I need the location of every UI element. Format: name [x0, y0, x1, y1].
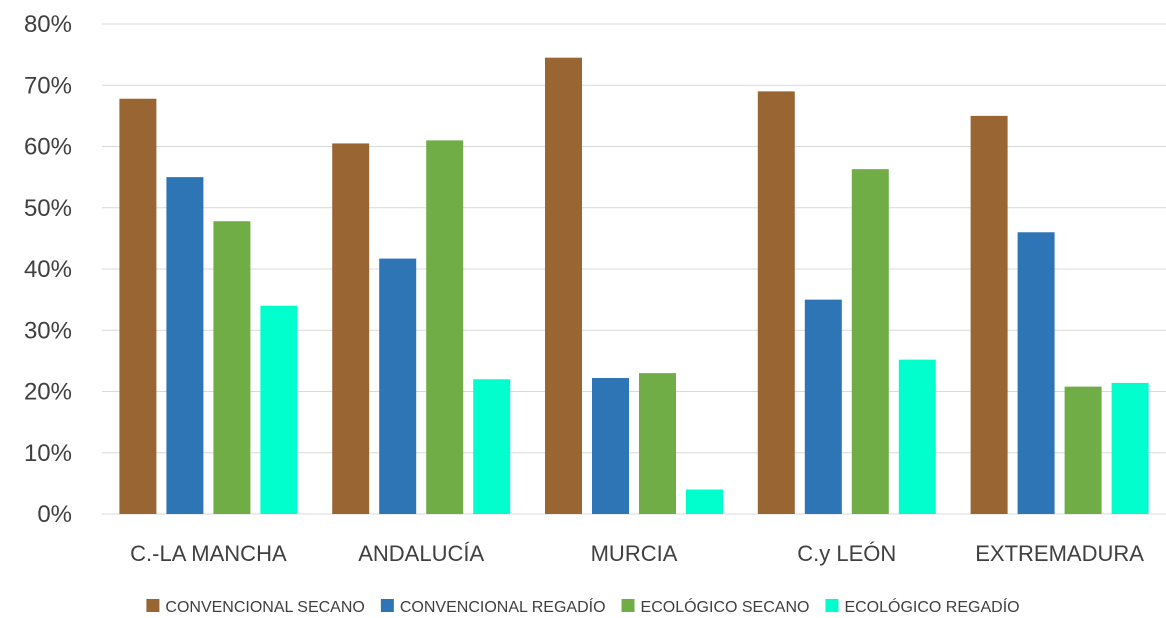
bar [473, 379, 511, 514]
bar [592, 378, 629, 514]
y-axis-ticks: 0% 10% 20% 30% 40% 50% 60% 70% 80% [24, 11, 72, 528]
legend-swatch [825, 599, 839, 612]
bar [1064, 386, 1102, 514]
x-category-label: EXTREMADURA [975, 541, 1144, 566]
bar [213, 221, 251, 514]
x-category-label: MURCIA [591, 541, 678, 566]
legend: CONVENCIONAL SECANO CONVENCIONAL REGADÍO E… [146, 597, 1020, 616]
y-tick-label: 50% [24, 195, 72, 222]
bar [639, 373, 676, 514]
x-category-label: C.-LA MANCHA [130, 541, 287, 566]
bar [1111, 382, 1149, 514]
y-tick-label: 30% [24, 317, 72, 344]
bar [426, 140, 464, 514]
bar [686, 489, 723, 514]
bar [851, 169, 889, 514]
x-category-label: ANDALUCÍA [358, 541, 484, 566]
legend-swatch [380, 599, 394, 612]
bar [332, 143, 370, 514]
bars [119, 57, 1149, 514]
y-tick-label: 40% [24, 256, 72, 283]
y-tick-label: 70% [24, 72, 72, 99]
x-category-label: C.y LEÓN [797, 541, 896, 566]
bar [970, 115, 1008, 514]
bar [1017, 232, 1055, 514]
bar [545, 57, 582, 514]
bar [166, 177, 204, 514]
x-axis-categories: C.-LA MANCHA ANDALUCÍA MURCIA C.y LEÓN EXTRE… [130, 541, 1144, 566]
y-tick-label: 0% [37, 501, 72, 528]
bar [379, 258, 417, 514]
bar [119, 98, 157, 514]
legend-label: CONVENCIONAL REGADÍO [400, 597, 606, 616]
legend-label: ECOLÓGICO SECANO [641, 597, 810, 616]
y-tick-label: 60% [24, 134, 72, 161]
y-tick-label: 80% [24, 11, 72, 38]
y-tick-label: 20% [24, 379, 72, 406]
legend-swatch [621, 599, 635, 612]
bar [804, 299, 842, 514]
bar [898, 359, 936, 514]
legend-label: ECOLÓGICO REGADÍO [844, 597, 1019, 616]
bar [260, 305, 298, 514]
bar [757, 91, 795, 514]
legend-label: CONVENCIONAL SECANO [165, 599, 364, 616]
y-tick-label: 10% [24, 440, 72, 467]
legend-swatch [146, 599, 160, 612]
